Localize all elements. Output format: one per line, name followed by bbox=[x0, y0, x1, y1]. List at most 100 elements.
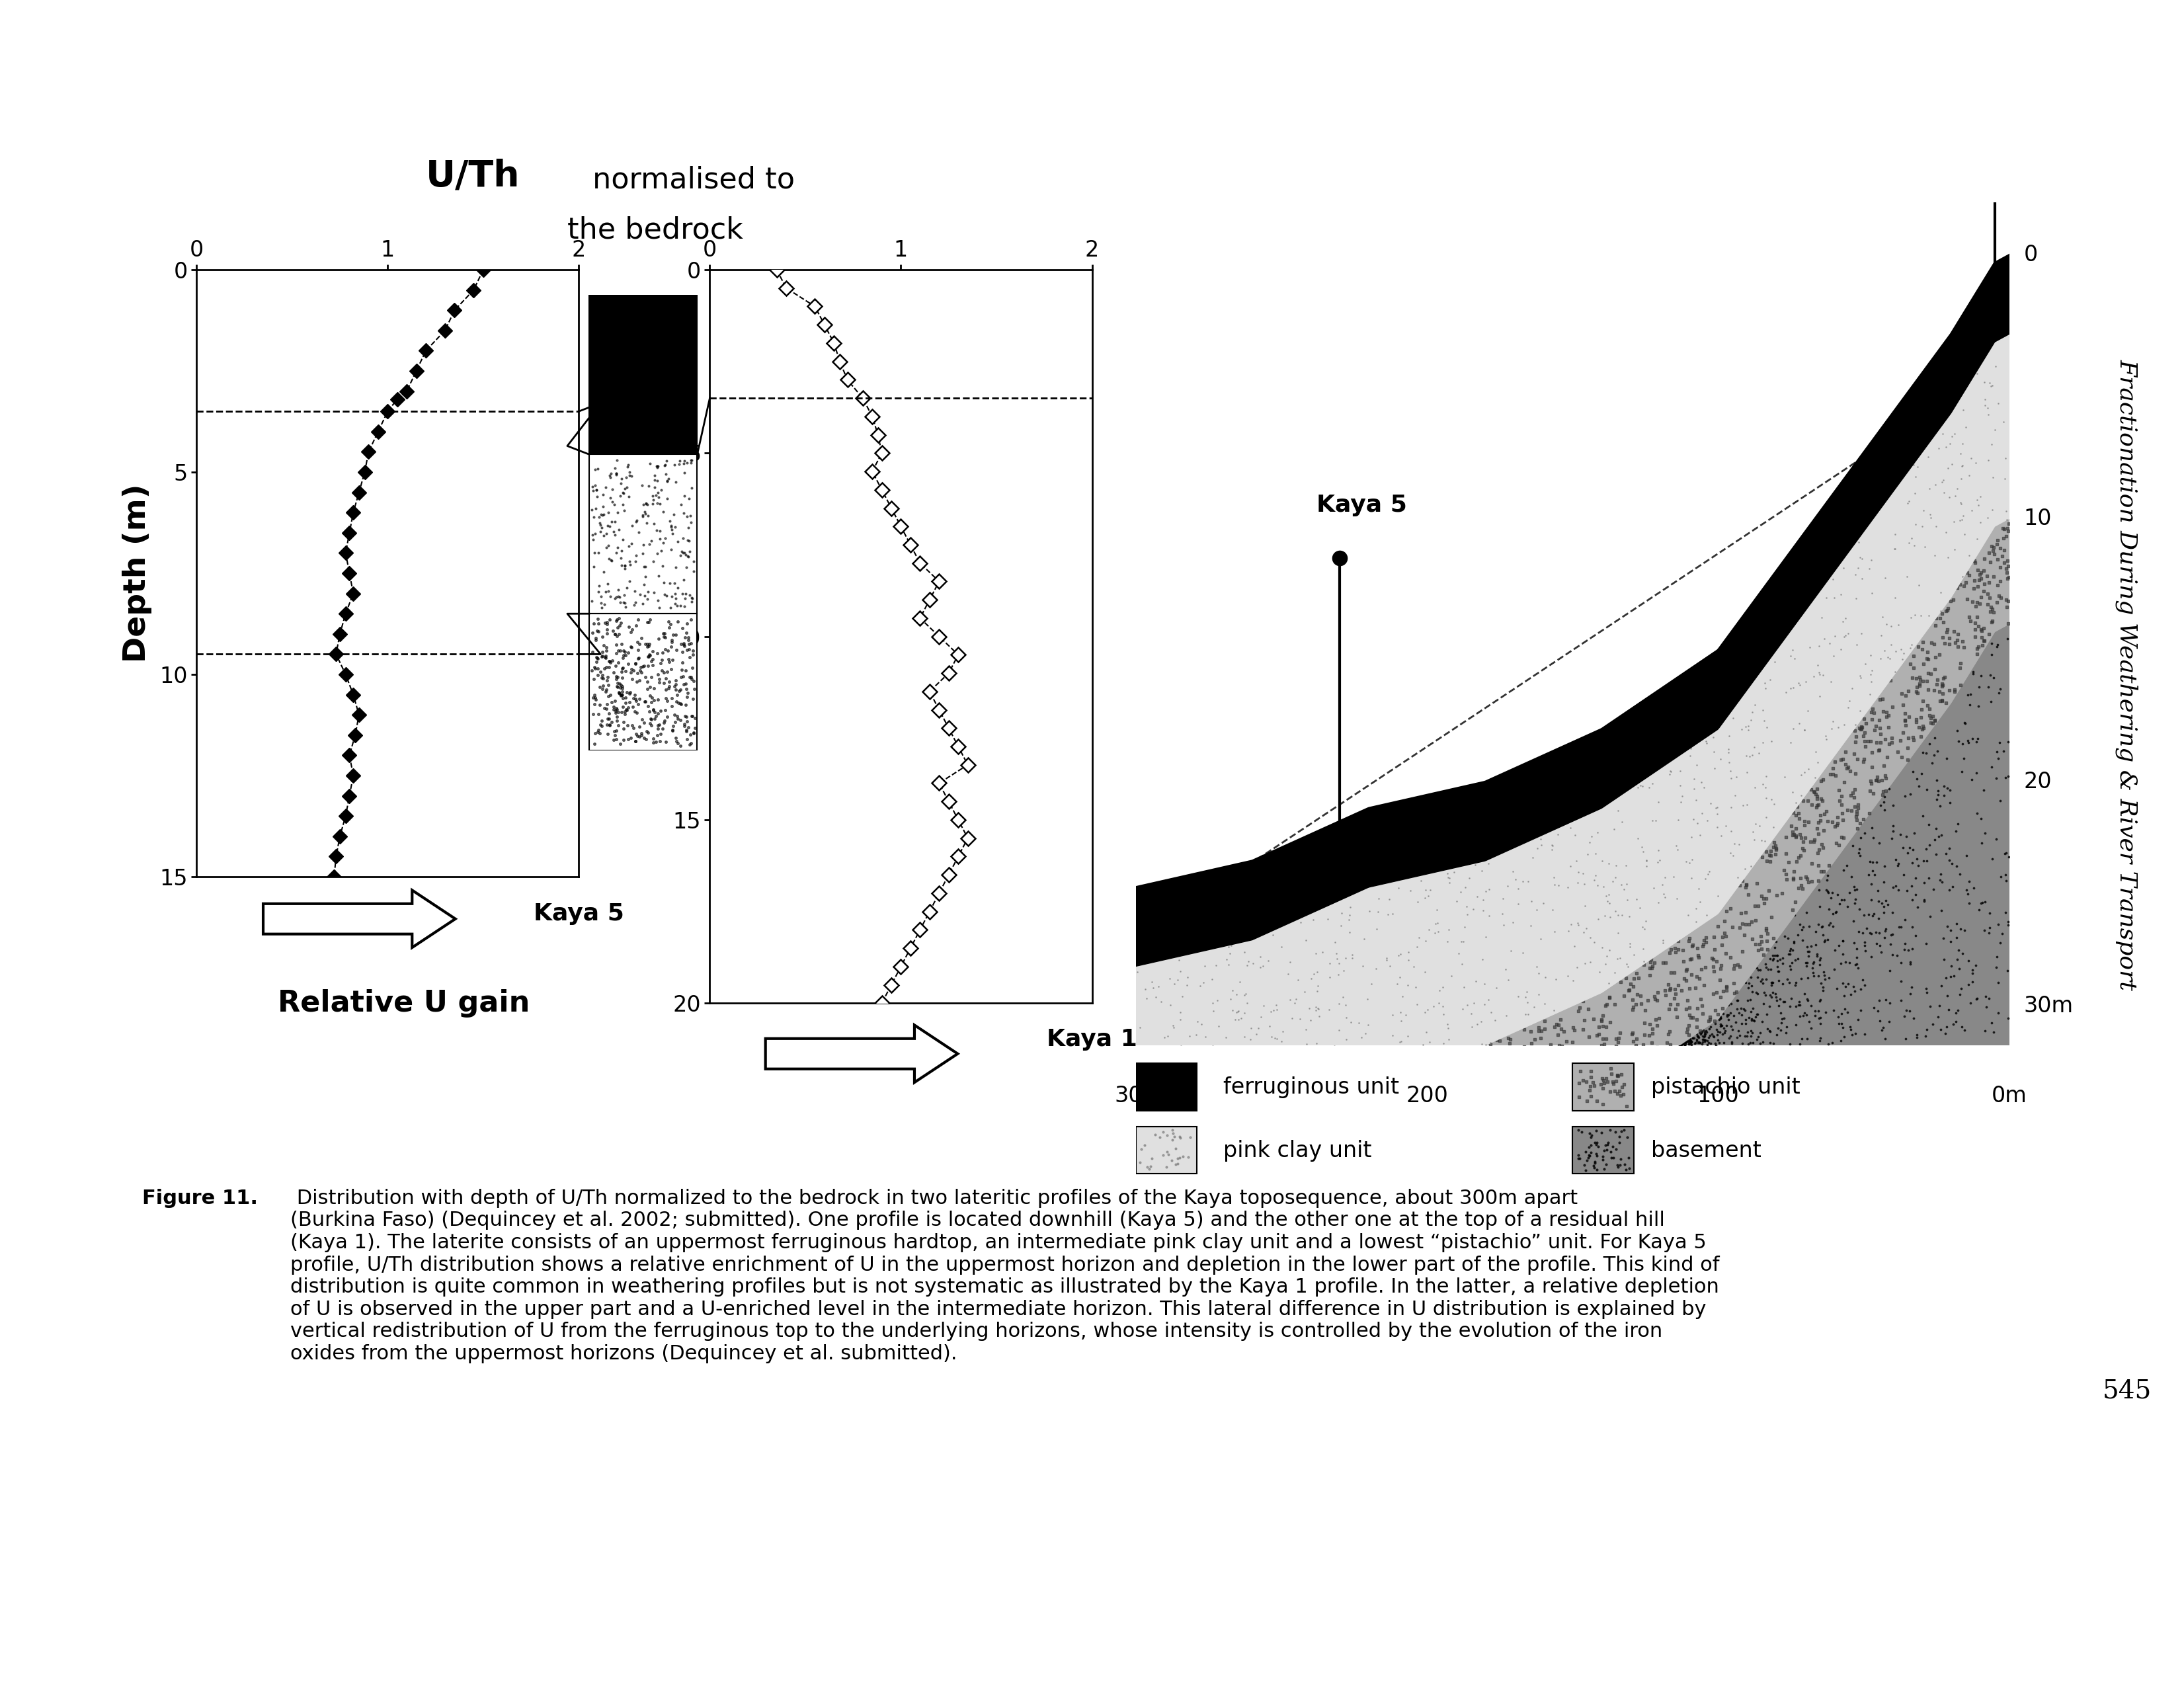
Point bbox=[1299, 1128, 1334, 1155]
Point bbox=[1120, 1140, 1155, 1167]
Point bbox=[1966, 632, 2001, 659]
Point bbox=[1369, 1157, 1404, 1184]
Point bbox=[1719, 1008, 1754, 1035]
Point bbox=[1933, 929, 1968, 956]
Point bbox=[1385, 1028, 1420, 1055]
Point bbox=[1409, 1099, 1444, 1126]
Point bbox=[1199, 953, 1234, 980]
Point bbox=[1758, 927, 1793, 954]
Point bbox=[1673, 1027, 1708, 1054]
Point bbox=[1572, 1082, 1607, 1109]
Point bbox=[1736, 995, 1771, 1022]
Point bbox=[1616, 966, 1651, 993]
Point bbox=[596, 696, 631, 723]
Point bbox=[1697, 1030, 1732, 1057]
Point bbox=[1415, 1054, 1450, 1081]
Point bbox=[1728, 996, 1762, 1023]
Point bbox=[1946, 627, 1981, 654]
Point bbox=[1852, 555, 1887, 582]
Point bbox=[1784, 762, 1819, 789]
Point bbox=[1704, 1003, 1738, 1030]
Point bbox=[1579, 1141, 1614, 1168]
Point bbox=[1734, 998, 1769, 1025]
Point bbox=[1671, 1028, 1706, 1055]
Point bbox=[1409, 1069, 1444, 1096]
Point bbox=[1321, 1111, 1356, 1138]
Point bbox=[1514, 889, 1548, 915]
Point bbox=[1688, 1027, 1723, 1054]
Point bbox=[1249, 1141, 1284, 1168]
Point bbox=[1669, 968, 1704, 995]
Point bbox=[1824, 887, 1859, 914]
Point bbox=[1568, 892, 1603, 919]
Point bbox=[1669, 1028, 1704, 1055]
Point bbox=[1813, 760, 1848, 787]
Point bbox=[1987, 862, 2022, 889]
Point bbox=[668, 624, 703, 651]
Point bbox=[1299, 995, 1334, 1022]
Point bbox=[1627, 915, 1662, 942]
Point bbox=[1741, 1001, 1776, 1028]
Point bbox=[598, 725, 633, 752]
Point bbox=[1505, 868, 1540, 895]
Point bbox=[1918, 706, 1952, 733]
Point bbox=[1221, 1153, 1256, 1180]
Point bbox=[1669, 1028, 1704, 1055]
Point bbox=[1754, 904, 1789, 931]
Point bbox=[1712, 991, 1747, 1018]
Point bbox=[1795, 949, 1830, 976]
Point bbox=[1728, 921, 1762, 948]
Point bbox=[1933, 917, 1968, 944]
Point bbox=[1974, 631, 2009, 658]
Point bbox=[1241, 1138, 1275, 1165]
Point bbox=[1819, 811, 1854, 838]
Point bbox=[1904, 738, 1939, 765]
Point bbox=[1402, 1055, 1437, 1082]
Point bbox=[649, 659, 684, 686]
Point bbox=[1730, 1023, 1765, 1050]
Point bbox=[1839, 760, 1874, 787]
Point bbox=[612, 695, 646, 722]
Point bbox=[1898, 464, 1933, 491]
Point bbox=[1859, 919, 1894, 946]
Point bbox=[1203, 1195, 1238, 1222]
Point bbox=[1260, 1175, 1295, 1202]
Point bbox=[1160, 1121, 1195, 1148]
Point bbox=[1839, 723, 1874, 750]
Point bbox=[1472, 1030, 1507, 1057]
Point bbox=[629, 727, 664, 754]
Point bbox=[1572, 1072, 1607, 1099]
Point bbox=[1749, 954, 1784, 981]
Point bbox=[1227, 1157, 1262, 1184]
Point bbox=[1891, 703, 1926, 730]
Point bbox=[1963, 484, 1998, 511]
Point bbox=[1749, 885, 1784, 912]
Point bbox=[1824, 1000, 1859, 1027]
Point bbox=[1123, 1071, 1158, 1098]
Point bbox=[655, 501, 690, 528]
Point bbox=[1389, 1091, 1424, 1118]
Point bbox=[1616, 993, 1651, 1020]
Point bbox=[1450, 1044, 1485, 1071]
Point bbox=[1699, 794, 1734, 821]
Point bbox=[657, 666, 692, 693]
Point bbox=[1365, 1081, 1400, 1108]
Point bbox=[1682, 821, 1717, 848]
Point bbox=[1826, 824, 1861, 851]
Point bbox=[646, 529, 681, 556]
Point bbox=[1848, 710, 1883, 737]
Point bbox=[596, 518, 631, 545]
Point bbox=[1911, 639, 1946, 666]
Point bbox=[1155, 1232, 1190, 1259]
Point bbox=[655, 685, 690, 711]
Point bbox=[1420, 910, 1455, 937]
Point bbox=[633, 710, 668, 737]
Point bbox=[1852, 919, 1887, 946]
Point bbox=[1671, 975, 1706, 1001]
Point bbox=[1236, 1197, 1271, 1224]
Point bbox=[1420, 919, 1455, 946]
Point bbox=[1470, 1098, 1505, 1125]
Point bbox=[1791, 808, 1826, 835]
Point bbox=[1592, 882, 1627, 909]
Point bbox=[1542, 1032, 1577, 1059]
